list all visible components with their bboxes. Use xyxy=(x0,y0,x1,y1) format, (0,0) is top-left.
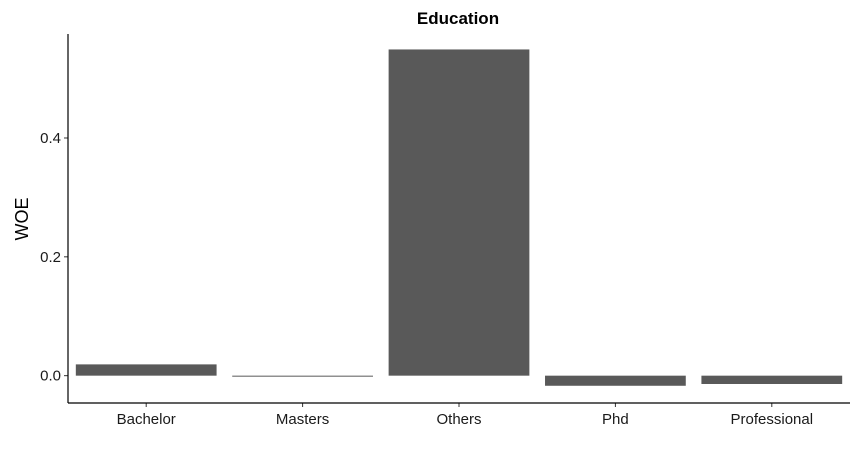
y-tick-label: 0.0 xyxy=(40,368,61,385)
x-tick-label: Bachelor xyxy=(117,411,176,428)
x-tick-label: Others xyxy=(436,411,481,428)
y-axis-ticks: 0.0 0.2 0.4 xyxy=(40,130,68,385)
bar-professional xyxy=(701,375,843,384)
bar-masters xyxy=(232,375,373,377)
x-tick-label: Professional xyxy=(731,411,814,428)
y-tick-label: 0.4 xyxy=(40,130,61,147)
bar-bachelor xyxy=(75,364,217,376)
x-axis-ticks: Bachelor Masters Others Phd Professional xyxy=(117,403,813,428)
y-tick-label: 0.2 xyxy=(40,249,61,266)
chart-title: Education xyxy=(417,9,499,28)
x-tick-label: Phd xyxy=(602,411,629,428)
bars-group xyxy=(75,49,843,386)
bar-others xyxy=(388,49,530,376)
y-axis-title: WOE xyxy=(12,198,32,241)
bar-phd xyxy=(545,375,686,386)
x-tick-label: Masters xyxy=(276,411,329,428)
